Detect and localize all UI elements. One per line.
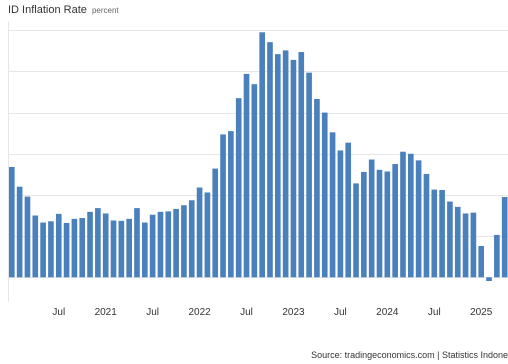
bar-2022-07 xyxy=(243,73,250,278)
bar-2023-07 xyxy=(337,150,344,278)
bar-2024-04 xyxy=(407,153,414,278)
chart-unit-label: percent xyxy=(91,6,119,15)
x-tick-label: Jul xyxy=(146,307,159,318)
bar-2024-05 xyxy=(415,160,422,278)
source-note: Source: tradingeconomics.com | Statistic… xyxy=(311,350,508,360)
bar-2023-09 xyxy=(353,183,359,278)
x-axis-labels: Jul 2021 Jul 2022 Jul 2023 Jul 2024 Jul 2025 xyxy=(52,307,492,318)
bar-2023-10 xyxy=(361,171,367,278)
x-tick-label: 2021 xyxy=(95,307,118,318)
bar-2021-10 xyxy=(173,208,179,278)
bar-2023-08 xyxy=(345,142,352,278)
bar-2023-05 xyxy=(321,112,328,278)
bar-2020-12 xyxy=(95,208,101,278)
bar-2024-08 xyxy=(439,190,445,278)
x-tick-label: 2025 xyxy=(470,307,493,318)
bar-2023-11 xyxy=(368,159,375,278)
bar-2022-10 xyxy=(267,42,273,278)
bar-2020-03 xyxy=(24,196,31,278)
bar-2020-08 xyxy=(63,222,70,278)
bar-2024-02 xyxy=(392,164,398,278)
bar-2024-01 xyxy=(384,171,391,278)
bar-2021-04 xyxy=(126,218,132,278)
bar-2020-05 xyxy=(40,222,46,278)
bar-2022-05 xyxy=(228,131,234,278)
x-tick-label: Jul xyxy=(428,307,441,318)
bar-2020-01 xyxy=(9,166,15,278)
bar-2025-03 xyxy=(494,234,500,278)
bar-2022-01 xyxy=(196,187,203,278)
bar-2021-02 xyxy=(110,220,117,278)
bar-2025-04 xyxy=(501,197,508,278)
bar-2020-09 xyxy=(71,218,78,278)
bar-2021-09 xyxy=(165,211,172,278)
bar-2022-06 xyxy=(235,98,242,278)
bar-2022-03 xyxy=(212,168,219,278)
bar-2021-03 xyxy=(118,220,125,278)
bar-2020-06 xyxy=(48,221,54,278)
bar-2023-03 xyxy=(306,72,312,278)
bar-2024-10 xyxy=(454,206,461,278)
bar-2022-08 xyxy=(251,84,258,278)
bars xyxy=(9,32,508,281)
x-tick-label: 2022 xyxy=(188,307,211,318)
bar-2021-08 xyxy=(157,211,164,278)
bar-2020-02 xyxy=(16,186,23,278)
bar-2022-02 xyxy=(204,192,211,278)
bar-2025-02 xyxy=(486,277,492,281)
x-tick-label: Jul xyxy=(52,307,65,318)
bar-2020-07 xyxy=(55,213,62,278)
bar-2024-09 xyxy=(447,201,453,278)
bar-2023-04 xyxy=(314,99,320,278)
bar-2024-12 xyxy=(470,212,477,278)
bar-2025-01 xyxy=(478,246,485,278)
bar-2020-11 xyxy=(87,211,93,278)
bar-2021-12 xyxy=(188,200,195,278)
chart-title-block: ID Inflation Rate percent xyxy=(8,4,119,16)
x-tick-label: Jul xyxy=(334,307,347,318)
bar-2024-11 xyxy=(462,213,469,278)
bar-2021-11 xyxy=(181,205,187,278)
x-tick-label: 2023 xyxy=(282,307,305,318)
chart-title: ID Inflation Rate xyxy=(8,4,87,16)
x-tick-label: 2024 xyxy=(376,307,399,318)
bar-2021-05 xyxy=(134,208,140,278)
bar-2024-03 xyxy=(400,151,406,278)
x-tick-label: Jul xyxy=(240,307,253,318)
bar-2022-11 xyxy=(274,54,281,278)
bar-2022-09 xyxy=(259,32,265,278)
bar-2023-06 xyxy=(329,132,336,278)
bar-2023-01 xyxy=(290,59,297,278)
bar-2022-12 xyxy=(282,50,289,278)
bar-2024-07 xyxy=(431,189,438,278)
bar-2023-02 xyxy=(298,52,305,278)
bar-2021-06 xyxy=(142,222,148,278)
bar-2021-01 xyxy=(102,213,109,278)
bar-2021-07 xyxy=(149,214,156,278)
bar-2020-10 xyxy=(79,218,86,278)
bar-2023-12 xyxy=(376,169,383,278)
bar-2022-04 xyxy=(220,134,226,278)
bar-2024-06 xyxy=(423,173,430,278)
bar-2020-04 xyxy=(32,215,39,278)
